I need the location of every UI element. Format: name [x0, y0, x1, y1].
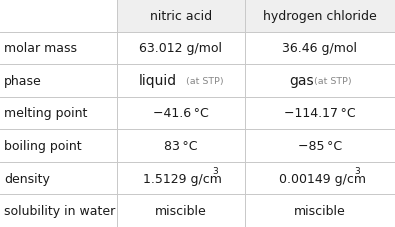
Text: nitric acid: nitric acid [150, 10, 212, 23]
Text: (at STP): (at STP) [183, 76, 224, 86]
Bar [0, 32, 395, 65]
Text: gas: gas [289, 74, 314, 88]
Text: 3: 3 [355, 167, 360, 176]
Bar [0, 130, 395, 162]
Text: −114.17 °C: −114.17 °C [284, 107, 356, 120]
Bar [245, 0, 395, 32]
Text: miscible: miscible [155, 204, 207, 217]
Text: 1.5129 g/cm: 1.5129 g/cm [143, 172, 222, 185]
Text: 63.012 g/mol: 63.012 g/mol [139, 42, 222, 55]
Text: density: density [4, 172, 50, 185]
Text: 83 °C: 83 °C [164, 139, 198, 152]
Text: 36.46 g/mol: 36.46 g/mol [282, 42, 357, 55]
Text: hydrogen chloride: hydrogen chloride [263, 10, 377, 23]
Text: solubility in water: solubility in water [4, 204, 115, 217]
Bar [0, 65, 395, 97]
Text: liquid: liquid [138, 74, 177, 88]
Bar [117, 0, 245, 32]
Text: 0.00149 g/cm: 0.00149 g/cm [279, 172, 366, 185]
Text: miscible: miscible [294, 204, 346, 217]
Text: molar mass: molar mass [4, 42, 77, 55]
Text: phase: phase [4, 75, 42, 88]
Text: −41.6 °C: −41.6 °C [153, 107, 209, 120]
Bar [0, 162, 395, 195]
Text: 3: 3 [212, 167, 218, 176]
Bar [0, 195, 395, 227]
Bar [0, 97, 395, 130]
Text: −85 °C: −85 °C [298, 139, 342, 152]
Text: melting point: melting point [4, 107, 87, 120]
Text: boiling point: boiling point [4, 139, 82, 152]
Text: (at STP): (at STP) [311, 76, 352, 86]
